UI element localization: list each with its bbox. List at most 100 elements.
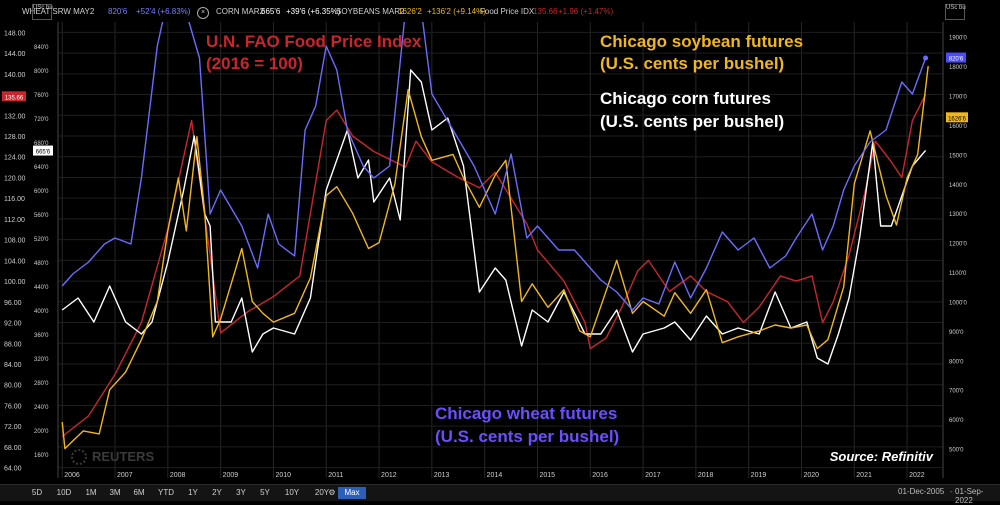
fpi-tick-label: 68.00 (4, 445, 22, 452)
grain-tick-label: 560'0 (34, 213, 49, 219)
wheat-last-point (923, 55, 929, 61)
grain-tick-label: 160'0 (34, 453, 49, 459)
soy-tick-label: 1300'0 (949, 212, 967, 218)
x-tick-label: 2020 (803, 472, 819, 479)
range-toolbar: 5D 10D 1M 3M 6M YTD 1Y 2Y 3Y 5Y 10Y 20Y Max ⚙ 01-Dec… (0, 484, 1000, 505)
fpi-tick-label: 144.00 (4, 51, 26, 58)
settings-icon[interactable]: ⚙ (328, 488, 336, 497)
range-button-20y[interactable]: 20Y (314, 488, 330, 497)
corn-quote-name[interactable]: CORN MAR2 (216, 7, 265, 16)
range-button-2y[interactable]: 2Y (212, 488, 222, 497)
fpi-value-marker-text: 135.66 (5, 95, 24, 101)
range-button-3y[interactable]: 3Y (236, 488, 246, 497)
wheat-annotation-title: Chicago wheat futures (435, 404, 617, 423)
fpi-quote-change: +1.96 (+1.47%) (558, 7, 614, 16)
fpi-tick-label: 100.00 (4, 279, 26, 286)
fpi-quote-name[interactable]: Food Price IDX (480, 7, 535, 16)
grain-tick-label: 800'0 (34, 69, 49, 75)
range-button-10y[interactable]: 10Y (284, 488, 300, 497)
series-line-food-price-idx (61, 94, 927, 438)
x-tick-label: 2006 (64, 472, 80, 479)
fpi-tick-label: 140.00 (4, 72, 26, 79)
grain-tick-label: 360'0 (34, 333, 49, 339)
corn-annotation-sub: (U.S. cents per bushel) (600, 112, 784, 131)
soy-quote-name[interactable]: SOYBEANS MAR2 (336, 7, 405, 16)
range-button-1y[interactable]: 1Y (188, 488, 198, 497)
x-tick-label: 2018 (698, 472, 714, 479)
soy-tick-label: 1700'0 (949, 95, 967, 101)
corn-quote-change: +39'6 (+6.35%) (286, 7, 341, 16)
fpi-tick-label: 80.00 (4, 383, 22, 390)
range-button-5d[interactable]: 5D (31, 488, 43, 497)
axes: 2006 2007 2008 2009 2010 2011 2012 2013 2014 2015… (4, 22, 967, 479)
close-icon[interactable]: × (197, 7, 209, 19)
plot-area (58, 22, 943, 478)
grain-tick-label: 320'0 (34, 357, 49, 363)
range-button-10d[interactable]: 10D (56, 488, 72, 497)
quote-header: WHEAT SRW MAY2 820'6 +52'4 (+6.83%) × CO… (0, 0, 1000, 22)
wheat-quote-name[interactable]: WHEAT SRW MAY2 (22, 7, 95, 16)
corn-annotation-title: Chicago corn futures (600, 89, 771, 108)
soy-quote-change: +136'2 (+9.14%) (427, 7, 486, 16)
soy-tick-label: 1500'0 (949, 153, 967, 159)
soy-tick-label: 1400'0 (949, 183, 967, 189)
grain-tick-label: 600'0 (34, 189, 49, 195)
fpi-tick-label: 132.00 (4, 113, 26, 120)
soy-tick-label: 700'0 (949, 389, 964, 395)
grain-tick-label: 720'0 (34, 117, 49, 123)
grain-tick-label: 440'0 (34, 285, 49, 291)
grid-lines (58, 22, 943, 478)
watermark-text: REUTERS (92, 449, 154, 464)
fpi-tick-label: 96.00 (4, 300, 22, 307)
fpi-tick-label: 72.00 (4, 424, 22, 431)
corn-value-marker-text: 665'6 (36, 150, 51, 156)
fpi-tick-label: 116.00 (4, 196, 25, 203)
x-tick-label: 2009 (223, 472, 239, 479)
range-button-6m[interactable]: 6M (133, 488, 145, 497)
last-value-markers: 135.66 665'6 1626'6 820'6 (2, 52, 968, 156)
range-button-5y[interactable]: 5Y (260, 488, 270, 497)
fpi-tick-label: 64.00 (4, 466, 22, 473)
range-button-max[interactable]: Max (338, 487, 366, 499)
corn-value-marker: 665'6 (33, 145, 53, 156)
fpi-tick-label: 112.00 (4, 217, 25, 224)
soy-value-marker: 1626'6 (946, 112, 968, 123)
fpi-tick-label: 128.00 (4, 134, 26, 141)
range-button-1m[interactable]: 1M (85, 488, 97, 497)
soy-annotation-title: Chicago soybean futures (600, 32, 803, 51)
price-chart: 2006 2007 2008 2009 2010 2011 2012 2013 2014 2015… (2, 22, 968, 479)
fpi-quote-value: 135.66 (533, 7, 558, 16)
range-button-ytd[interactable]: YTD (158, 488, 174, 497)
soy-value-marker-text: 1626'6 (948, 116, 966, 122)
x-tick-label: 2008 (170, 472, 186, 479)
fpi-value-marker: 135.66 (2, 91, 26, 102)
wheat-quote-value: 820'6 (108, 7, 128, 16)
fpi-tick-label: 124.00 (4, 155, 26, 162)
fpi-annotation-sub: (2016 = 100) (206, 54, 303, 73)
grain-tick-label: 760'0 (34, 93, 49, 99)
x-tick-label: 2011 (328, 472, 343, 479)
x-tick-label: 2017 (645, 472, 661, 479)
soy-tick-label: 800'0 (949, 359, 964, 365)
x-tick-label: 2010 (275, 472, 291, 479)
x-tick-label: 2015 (539, 472, 555, 479)
x-tick-label: 2019 (751, 472, 767, 479)
grain-tick-label: 280'0 (34, 381, 49, 387)
x-tick-label: 2021 (856, 472, 872, 479)
soy-tick-label: 1900'0 (949, 36, 967, 42)
grain-tick-label: 480'0 (34, 261, 49, 267)
soy-value-marker-bg (946, 112, 968, 123)
soy-tick-label: 1000'0 (949, 300, 967, 306)
grain-tick-label: 200'0 (34, 429, 49, 435)
fpi-tick-label: 76.00 (4, 403, 22, 410)
range-button-3m[interactable]: 3M (109, 488, 121, 497)
watermark-logo (71, 449, 87, 465)
soy-tick-label: 1600'0 (949, 124, 967, 130)
soy-tick-label: 1100'0 (949, 271, 967, 277)
fpi-annotation-title: U.N. FAO Food Price Index (206, 32, 422, 51)
wheat-value-marker-text: 820'6 (949, 57, 964, 63)
x-tick-label: 2012 (381, 472, 397, 479)
grain-tick-label: 400'0 (34, 309, 49, 315)
x-tick-label: 2014 (487, 472, 503, 479)
soy-tick-label: 900'0 (949, 330, 964, 336)
